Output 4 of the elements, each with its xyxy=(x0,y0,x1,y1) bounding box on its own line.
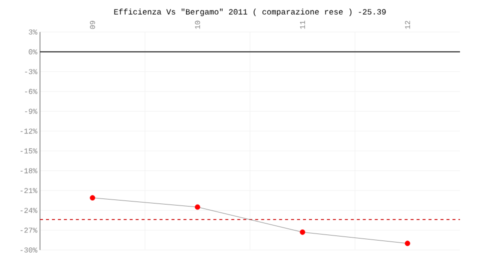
point xyxy=(300,229,306,235)
point xyxy=(90,195,96,201)
point xyxy=(194,204,200,210)
point xyxy=(404,240,410,246)
